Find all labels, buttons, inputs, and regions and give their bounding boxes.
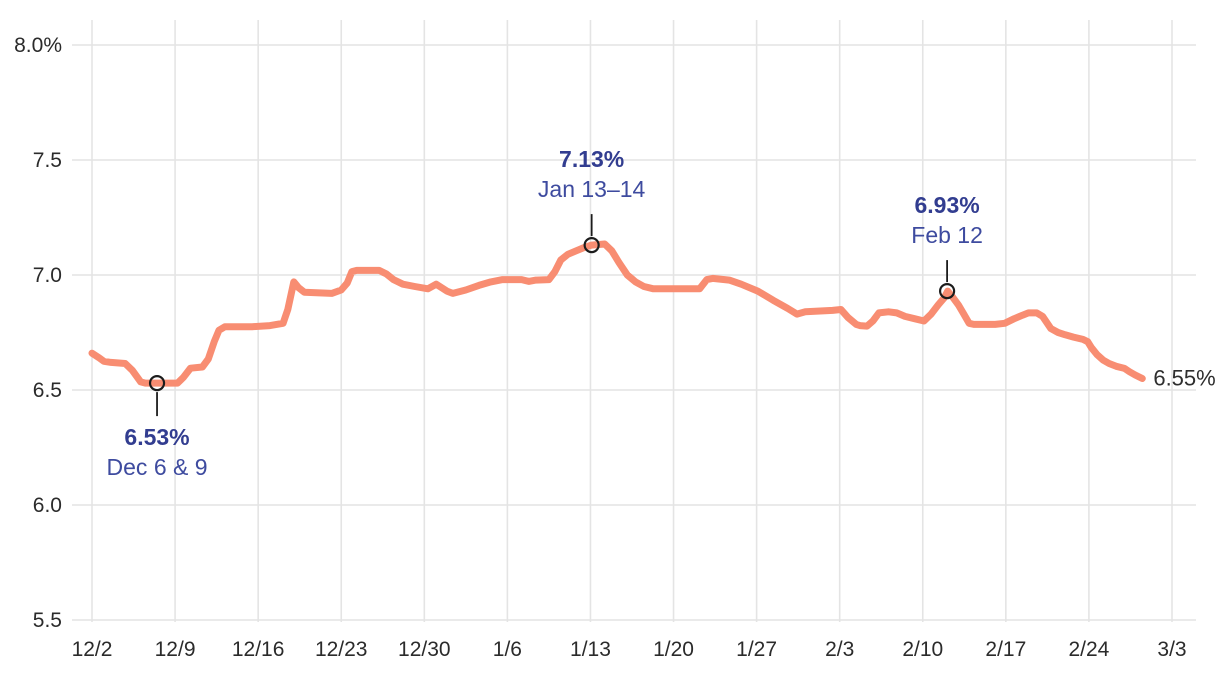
x-tick-label: 1/6 — [493, 638, 522, 661]
annotation-value-label: 6.93% — [914, 192, 979, 218]
annotation-value-label: 7.13% — [559, 146, 624, 172]
x-tick-label: 3/3 — [1157, 638, 1186, 661]
y-tick-label: 5.5 — [33, 609, 62, 632]
y-tick-label: 6.5 — [33, 379, 62, 402]
x-tick-label: 1/20 — [653, 638, 694, 661]
y-tick-label: 6.0 — [33, 494, 62, 517]
x-tick-label: 2/24 — [1068, 638, 1109, 661]
x-tick-label: 12/30 — [398, 638, 451, 661]
end-value-label: 6.55% — [1153, 366, 1215, 391]
y-tick-label: 8.0% — [14, 34, 62, 57]
y-tick-label: 7.0 — [33, 264, 62, 287]
annotation-date-label: Jan 13–14 — [538, 176, 646, 202]
rate-line — [88, 240, 1146, 387]
x-tick-label: 12/16 — [232, 638, 285, 661]
x-tick-label: 2/17 — [985, 638, 1026, 661]
x-tick-label: 1/27 — [736, 638, 777, 661]
y-tick-label: 7.5 — [33, 149, 62, 172]
data-point-marker — [938, 283, 956, 300]
data-point-marker — [148, 375, 166, 392]
x-tick-label: 12/2 — [72, 638, 113, 661]
annotation-date-label: Dec 6 & 9 — [107, 454, 208, 480]
data-point-marker — [583, 237, 600, 254]
annotation-value-label: 6.53% — [124, 424, 189, 450]
x-tick-label: 1/13 — [570, 638, 611, 661]
x-tick-label: 2/3 — [825, 638, 854, 661]
annotation-date-label: Feb 12 — [911, 222, 983, 248]
x-tick-label: 12/9 — [155, 638, 196, 661]
x-tick-label: 2/10 — [902, 638, 943, 661]
x-tick-label: 12/23 — [315, 638, 368, 661]
